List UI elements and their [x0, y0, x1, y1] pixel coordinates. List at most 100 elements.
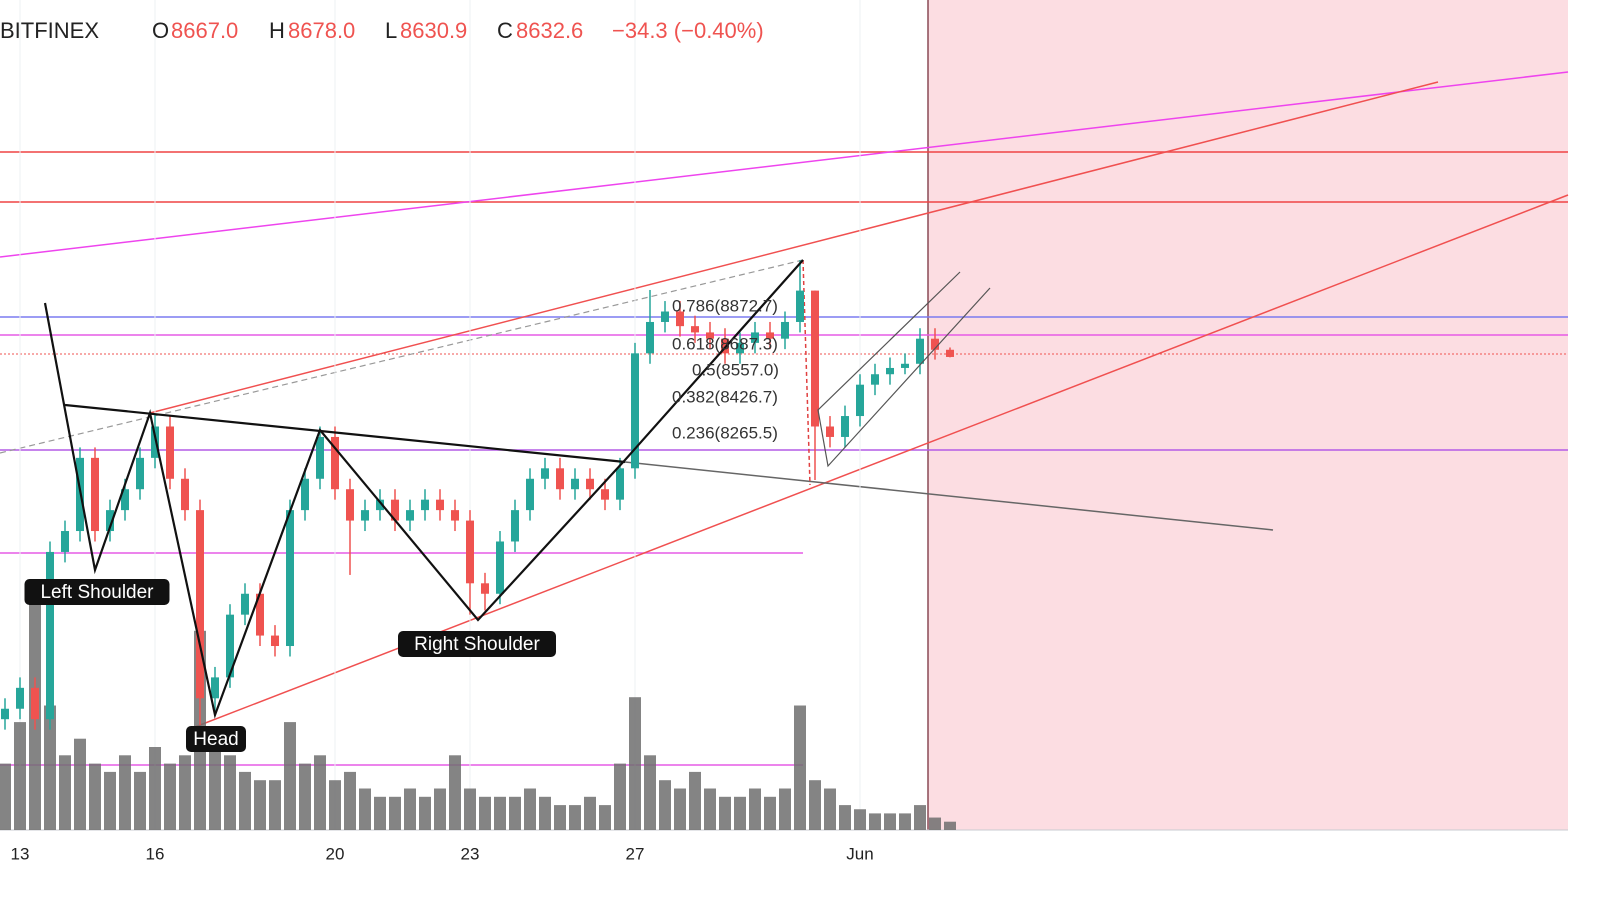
- header-close-label: C: [497, 18, 513, 43]
- candle-body: [556, 468, 564, 490]
- volume-bar: [764, 796, 776, 830]
- candle-body: [361, 510, 369, 521]
- volume-bar: [479, 796, 491, 830]
- header-change: −34.3 (−0.40%): [612, 18, 764, 43]
- volume-bar: [14, 722, 26, 830]
- volume-bar: [389, 796, 401, 830]
- volume-bar: [254, 780, 266, 830]
- annotation-label: Right Shoulder: [414, 634, 540, 655]
- candle-body: [616, 468, 624, 500]
- candle-body: [256, 593, 264, 636]
- candle-body: [211, 677, 219, 699]
- volume-bar: [824, 788, 836, 830]
- candle-body: [841, 416, 849, 437]
- neckline: [64, 403, 626, 464]
- candle-body: [1, 708, 9, 720]
- fib-label: 0.382(8426.7): [672, 387, 778, 406]
- candle-body: [91, 457, 99, 532]
- candle-body: [856, 384, 864, 417]
- volume-bar: [674, 788, 686, 830]
- header-open-label: O: [152, 18, 169, 43]
- volume-bar: [944, 821, 956, 830]
- volume-bar: [374, 796, 386, 830]
- candle-body: [271, 635, 279, 647]
- volume-bar: [0, 763, 11, 830]
- volume-bar: [884, 813, 896, 830]
- volume-bar: [449, 755, 461, 830]
- candle-body: [451, 510, 459, 521]
- candle-body: [436, 499, 444, 511]
- candle-body: [61, 531, 69, 552]
- volume-bar: [269, 780, 281, 830]
- header-open: 8667.0: [171, 18, 238, 43]
- candle-body: [886, 367, 894, 375]
- x-tick-label: 23: [461, 844, 480, 863]
- volume-bar: [629, 697, 641, 830]
- candle-body: [106, 510, 114, 532]
- x-tick-label: 13: [11, 844, 30, 863]
- volume-bar: [74, 738, 86, 830]
- volume-bar: [554, 805, 566, 830]
- candle-body: [766, 332, 774, 339]
- annotation-box: [186, 726, 246, 752]
- candle-body: [691, 326, 699, 333]
- volume-bar: [104, 771, 116, 830]
- volume-bar: [599, 805, 611, 830]
- volume-bar: [89, 763, 101, 830]
- volume-bar: [644, 755, 656, 830]
- candle-body: [316, 436, 324, 479]
- candle-body: [781, 321, 789, 339]
- volume-bar: [809, 780, 821, 830]
- volume-bar: [299, 763, 311, 830]
- volume-bar: [284, 722, 296, 830]
- candle-body: [481, 583, 489, 594]
- volume-bar: [749, 788, 761, 830]
- volume-bar: [359, 788, 371, 830]
- volume-bar: [149, 747, 161, 830]
- volume-bar: [224, 755, 236, 830]
- annotation-label: Head: [193, 729, 238, 750]
- candle-body: [31, 687, 39, 720]
- candle-body: [166, 426, 174, 479]
- candle-body: [631, 353, 639, 469]
- candle-body: [751, 332, 759, 343]
- candle-body: [796, 290, 804, 322]
- candle-body: [121, 489, 129, 511]
- annotation-box: [398, 631, 556, 657]
- volume-bar: [794, 705, 806, 830]
- x-tick-label: 20: [326, 844, 345, 863]
- candle-body: [526, 478, 534, 511]
- volume-bar: [44, 705, 56, 830]
- volume-bar: [314, 755, 326, 830]
- volume-bar: [134, 771, 146, 830]
- volume-bar: [509, 796, 521, 830]
- candle-body: [676, 311, 684, 327]
- neckline-extension: [624, 461, 1274, 531]
- volume-bar: [164, 763, 176, 830]
- volume-bar: [464, 788, 476, 830]
- annotation-label: Left Shoulder: [40, 582, 154, 603]
- candle-body: [706, 332, 714, 339]
- candle-body: [826, 426, 834, 437]
- trend-line: [0, 71, 1569, 258]
- head-shoulders-path: [43, 259, 804, 719]
- volume-bar: [494, 796, 506, 830]
- volume-bar: [704, 788, 716, 830]
- volume-bar: [584, 796, 596, 830]
- channel-top: [149, 81, 1439, 414]
- volume-bar: [719, 796, 731, 830]
- volume-bar: [209, 730, 221, 830]
- fib-label: 0.236(8265.5): [672, 423, 778, 442]
- volume-bar: [119, 755, 131, 830]
- candle-body: [931, 338, 939, 350]
- volume-bar: [404, 788, 416, 830]
- header-close: 8632.6: [516, 18, 583, 43]
- volume-bar: [914, 805, 926, 830]
- candle-body: [376, 499, 384, 511]
- header-exchange: BITFINEX: [0, 18, 99, 43]
- volume-bar: [434, 788, 446, 830]
- candle-body: [586, 478, 594, 490]
- header-high-label: H: [269, 18, 285, 43]
- candle-body: [736, 342, 744, 354]
- volume-bar: [779, 788, 791, 830]
